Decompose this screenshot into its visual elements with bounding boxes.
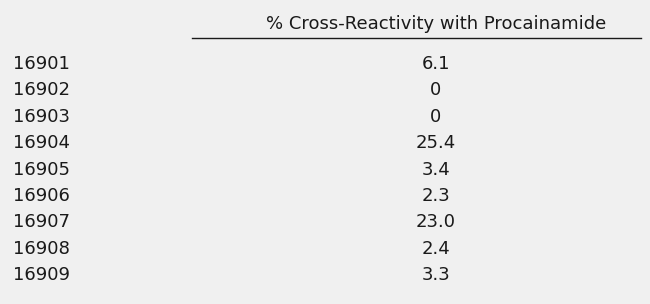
Text: 16907: 16907 [13, 213, 70, 231]
Text: 3.3: 3.3 [422, 266, 450, 284]
Text: 2.3: 2.3 [422, 187, 450, 205]
Text: 16908: 16908 [13, 240, 70, 258]
Text: 16901: 16901 [13, 55, 70, 73]
Text: % Cross-Reactivity with Procainamide: % Cross-Reactivity with Procainamide [266, 15, 606, 33]
Text: 16903: 16903 [13, 108, 70, 126]
Text: 2.4: 2.4 [422, 240, 450, 258]
Text: 0: 0 [430, 81, 441, 99]
Text: 16904: 16904 [13, 134, 70, 152]
Text: 16902: 16902 [13, 81, 70, 99]
Text: 16905: 16905 [13, 161, 70, 178]
Text: 16906: 16906 [13, 187, 70, 205]
Text: 16909: 16909 [13, 266, 70, 284]
Text: 6.1: 6.1 [422, 55, 450, 73]
Text: 3.4: 3.4 [422, 161, 450, 178]
Text: 0: 0 [430, 108, 441, 126]
Text: 23.0: 23.0 [416, 213, 456, 231]
Text: 25.4: 25.4 [416, 134, 456, 152]
